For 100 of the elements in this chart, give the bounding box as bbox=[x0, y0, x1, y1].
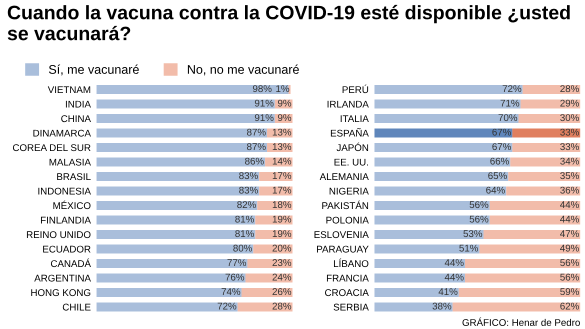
y-tick-label: CHINA bbox=[61, 115, 91, 122]
data-label: 51% bbox=[459, 244, 478, 252]
data-label: 9% bbox=[278, 114, 292, 122]
bar bbox=[374, 273, 466, 282]
data-label: 76% bbox=[226, 274, 244, 281]
bar bbox=[96, 142, 268, 152]
data-label: 14% bbox=[272, 158, 292, 165]
data-label: 74% bbox=[222, 288, 240, 296]
data-label: 18% bbox=[272, 201, 292, 208]
bar bbox=[238, 302, 292, 312]
data-label: 80% bbox=[233, 244, 252, 252]
y-tick-label: ECUADOR bbox=[43, 246, 91, 253]
y-tick-label: PAKISTÁN bbox=[322, 200, 368, 210]
bar bbox=[245, 273, 292, 282]
bar bbox=[259, 186, 292, 196]
y-tick-label: REINO UNIDO bbox=[26, 231, 91, 238]
data-label: 47% bbox=[560, 230, 579, 238]
data-label: 91% bbox=[254, 114, 274, 122]
bar bbox=[510, 157, 580, 166]
data-label: 36% bbox=[560, 186, 579, 194]
data-label: 56% bbox=[560, 259, 579, 266]
data-label: 34% bbox=[560, 158, 579, 165]
data-label: 44% bbox=[444, 274, 464, 281]
data-label: 13% bbox=[272, 143, 292, 150]
y-tick-label: COREA DEL SUR bbox=[12, 144, 91, 152]
bar bbox=[374, 157, 510, 166]
data-label: 91% bbox=[254, 100, 274, 107]
data-label: 13% bbox=[272, 128, 292, 136]
bar bbox=[96, 157, 266, 166]
data-label: 44% bbox=[444, 259, 464, 266]
data-label: 19% bbox=[272, 216, 292, 223]
y-tick-label: INDONESIA bbox=[38, 188, 91, 195]
bar bbox=[374, 258, 466, 268]
bar bbox=[96, 244, 254, 254]
bar bbox=[247, 258, 292, 268]
y-tick-label: POLONIA bbox=[326, 216, 369, 224]
data-label: 86% bbox=[245, 158, 264, 165]
bar bbox=[458, 288, 580, 297]
data-label: 24% bbox=[272, 274, 292, 281]
data-label: 72% bbox=[218, 302, 236, 310]
bar bbox=[374, 85, 523, 94]
y-tick-label: LÍBANO bbox=[334, 258, 368, 268]
data-label: 87% bbox=[247, 128, 266, 136]
bar bbox=[374, 302, 453, 312]
data-label: 77% bbox=[227, 259, 246, 266]
data-label: 72% bbox=[502, 85, 522, 92]
bar bbox=[96, 114, 275, 123]
data-label: 44% bbox=[560, 216, 579, 223]
data-label: 53% bbox=[463, 230, 482, 238]
bar bbox=[490, 200, 580, 210]
y-tick-label: EE. UU. bbox=[334, 158, 368, 166]
data-label: 29% bbox=[560, 100, 579, 107]
y-tick-label: FRANCIA bbox=[326, 274, 369, 282]
bar bbox=[520, 100, 580, 108]
bar bbox=[452, 302, 580, 312]
y-tick-label: ESPAÑA bbox=[330, 128, 369, 137]
bar bbox=[465, 273, 580, 282]
data-label: 82% bbox=[237, 201, 256, 208]
bar bbox=[96, 85, 289, 94]
text: GRÁFICO: Henar de Pedro bbox=[462, 317, 580, 326]
bar bbox=[484, 230, 580, 239]
y-tick-label: CANADÁ bbox=[50, 258, 91, 268]
bar bbox=[259, 172, 292, 181]
data-label: 81% bbox=[235, 216, 254, 223]
bar bbox=[522, 85, 580, 94]
bar bbox=[374, 200, 490, 210]
bar bbox=[374, 186, 506, 196]
y-tick-label: BRASIL bbox=[57, 173, 91, 180]
data-label: 66% bbox=[490, 158, 509, 165]
y-tick-label: NIGERIA bbox=[330, 188, 369, 195]
bar bbox=[374, 244, 480, 254]
bar bbox=[374, 215, 490, 224]
bar bbox=[374, 172, 508, 181]
data-label: 71% bbox=[500, 100, 520, 107]
bar bbox=[96, 302, 238, 312]
y-tick-label: HONG KONG bbox=[31, 289, 90, 296]
chart-title: Cuando la vacuna contra la COVID-19 esté disponible ¿usted se vacunará? bbox=[8, 4, 570, 40]
legend-label: Sí, me vacunaré bbox=[48, 64, 139, 76]
bar bbox=[96, 186, 260, 196]
legend-label: No, no me vacunaré bbox=[188, 64, 299, 76]
data-label: 44% bbox=[560, 201, 579, 208]
bar bbox=[96, 100, 275, 108]
y-tick-label: SERBIA bbox=[334, 304, 369, 311]
bar bbox=[96, 258, 248, 268]
bar bbox=[96, 215, 256, 224]
data-label: 23% bbox=[272, 259, 292, 266]
data-label: 56% bbox=[470, 201, 488, 208]
bar bbox=[96, 273, 246, 282]
data-label: 17% bbox=[272, 186, 292, 194]
bar bbox=[96, 230, 256, 239]
bar bbox=[479, 244, 580, 254]
bar bbox=[374, 230, 484, 239]
y-tick-label: ARGENTINA bbox=[34, 274, 91, 282]
y-tick-label: PARAGUAY bbox=[317, 246, 369, 253]
data-label: 64% bbox=[486, 186, 505, 194]
data-label: 19% bbox=[272, 230, 292, 238]
bar bbox=[96, 172, 260, 181]
bar bbox=[508, 172, 580, 181]
bar bbox=[96, 200, 258, 210]
data-label: 1% bbox=[276, 85, 290, 92]
